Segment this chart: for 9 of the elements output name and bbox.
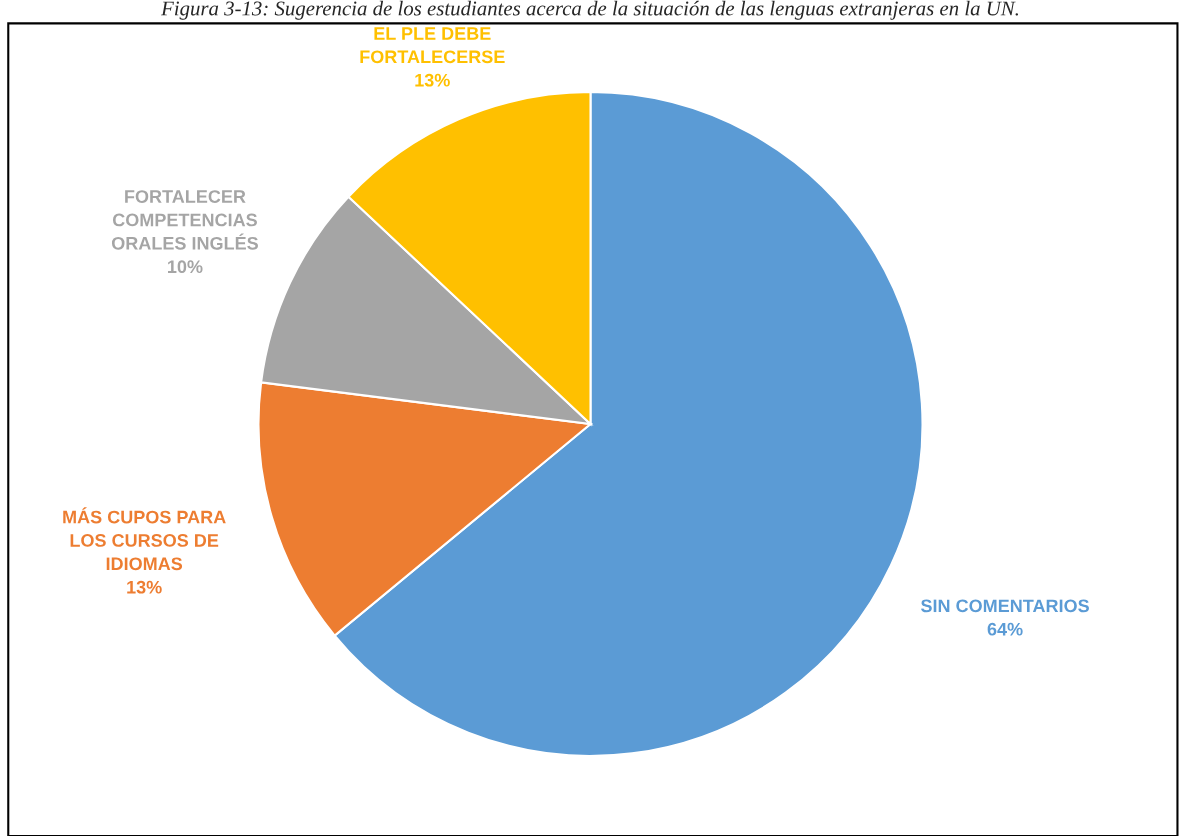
slice-label: MÁS CUPOS PARA LOS CURSOS DE IDIOMAS bbox=[63, 507, 226, 571]
data-label: 13% bbox=[127, 580, 162, 594]
chart-title: Figura 3-13: Sugerencia de los estudiantes acerca de la situación de las lenguas extranjeras en la UN. bbox=[160, 0, 1019, 20]
slice-label: FORTALECER COMPETENCIAS ORALES INGLÉS bbox=[111, 190, 258, 250]
data-label: 10% bbox=[168, 260, 203, 274]
data-label: 13% bbox=[415, 73, 450, 87]
slice-label: EL PLE DEBE FORTALECERSE bbox=[360, 27, 505, 64]
slice-label: SIN COMENTARIOS bbox=[920, 599, 1089, 613]
data-label: 64% bbox=[987, 622, 1023, 636]
